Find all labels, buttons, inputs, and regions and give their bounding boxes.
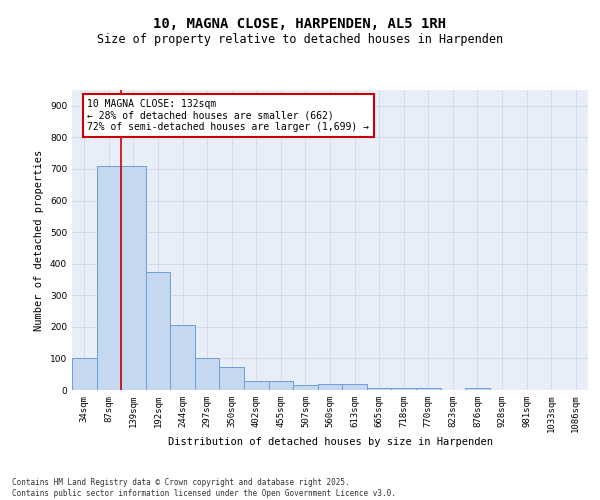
Bar bbox=[367, 388, 391, 390]
Text: Contains HM Land Registry data © Crown copyright and database right 2025.
Contai: Contains HM Land Registry data © Crown c… bbox=[12, 478, 396, 498]
Bar bbox=[318, 384, 342, 390]
Text: Size of property relative to detached houses in Harpenden: Size of property relative to detached ho… bbox=[97, 32, 503, 46]
Bar bbox=[293, 386, 318, 390]
Y-axis label: Number of detached properties: Number of detached properties bbox=[34, 150, 44, 330]
Text: 10 MAGNA CLOSE: 132sqm
← 28% of detached houses are smaller (662)
72% of semi-de: 10 MAGNA CLOSE: 132sqm ← 28% of detached… bbox=[88, 99, 370, 132]
Bar bbox=[465, 388, 490, 390]
Bar bbox=[220, 368, 244, 390]
Bar bbox=[146, 272, 170, 390]
X-axis label: Distribution of detached houses by size in Harpenden: Distribution of detached houses by size … bbox=[167, 436, 493, 446]
Bar bbox=[269, 380, 293, 390]
Bar bbox=[97, 166, 121, 390]
Bar bbox=[244, 382, 269, 390]
Bar bbox=[121, 166, 146, 390]
Bar bbox=[342, 384, 367, 390]
Text: 10, MAGNA CLOSE, HARPENDEN, AL5 1RH: 10, MAGNA CLOSE, HARPENDEN, AL5 1RH bbox=[154, 18, 446, 32]
Bar bbox=[170, 326, 195, 390]
Bar bbox=[195, 358, 220, 390]
Bar bbox=[416, 388, 440, 390]
Bar bbox=[72, 358, 97, 390]
Bar bbox=[391, 388, 416, 390]
